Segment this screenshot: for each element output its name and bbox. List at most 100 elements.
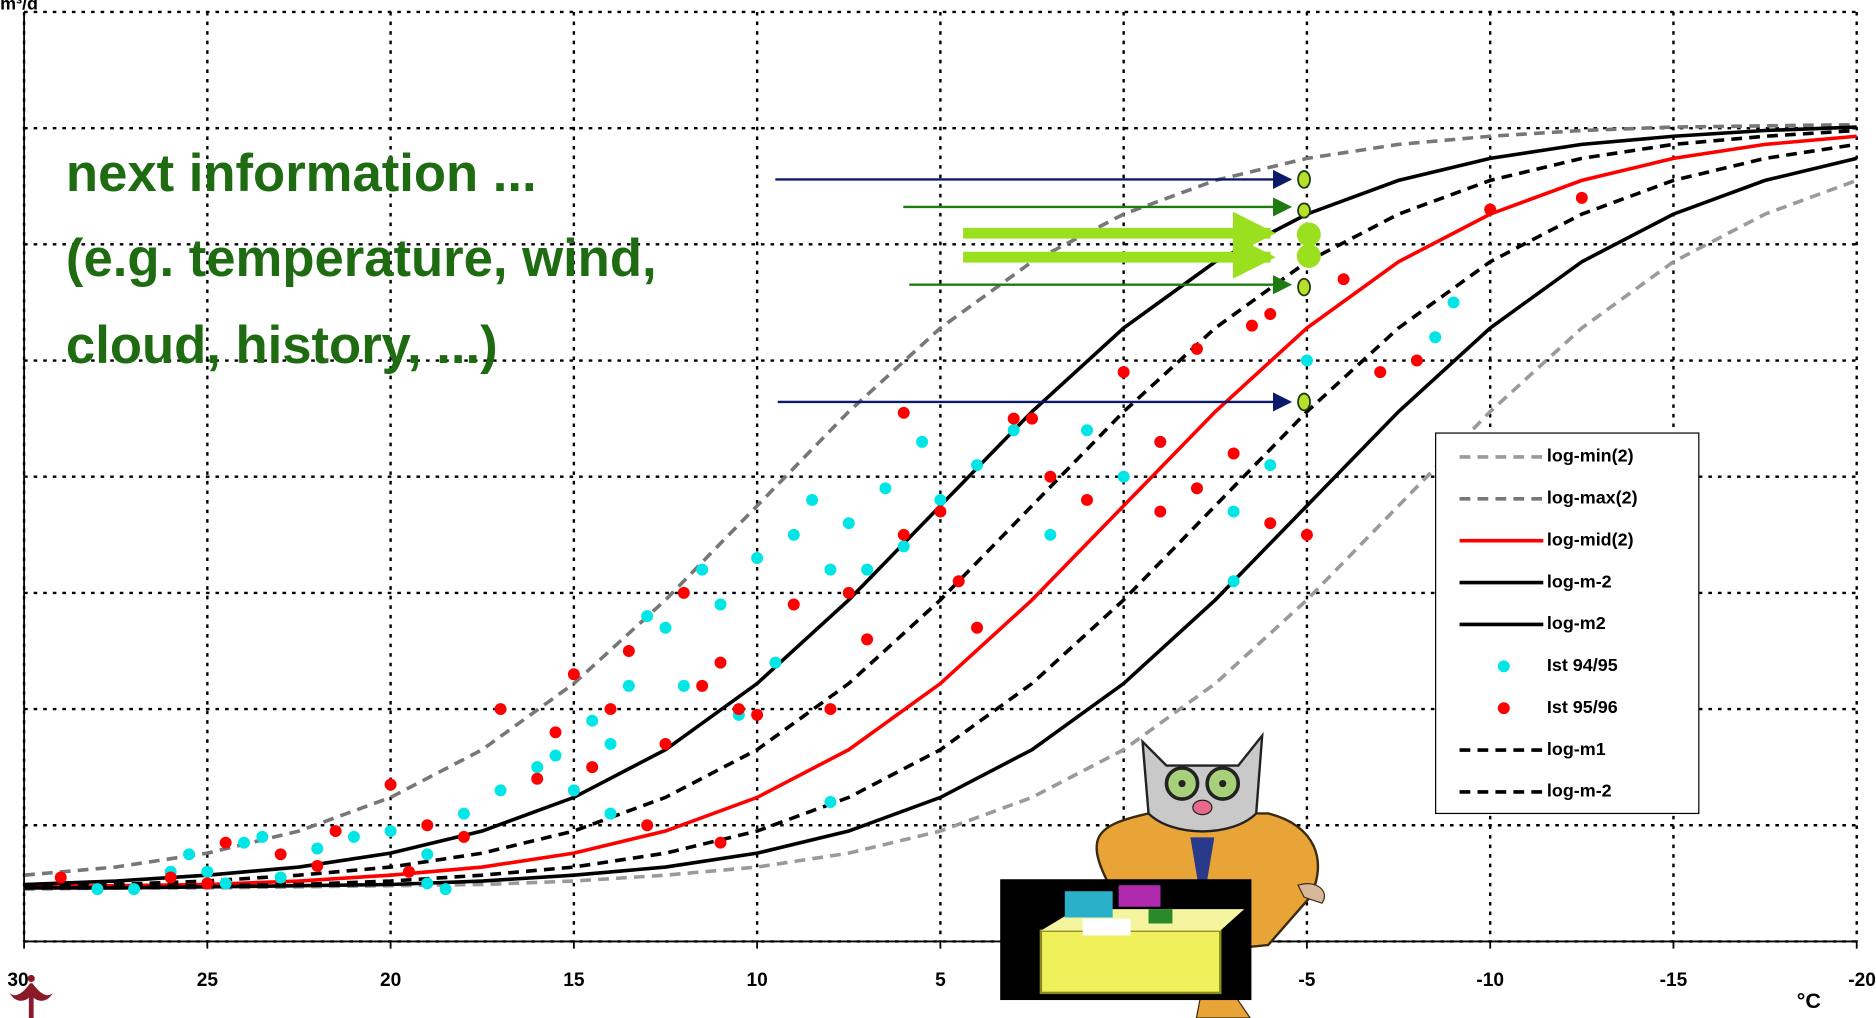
x-tick-label: 10 xyxy=(746,970,767,991)
data-point xyxy=(567,668,580,681)
arrows xyxy=(775,169,1321,412)
data-point xyxy=(897,540,910,553)
annotation-line: (e.g. temperature, wind, xyxy=(66,229,657,288)
data-point xyxy=(916,435,929,448)
data-point xyxy=(1484,203,1497,216)
data-point xyxy=(164,871,177,884)
data-point xyxy=(861,563,874,576)
annotation-line: cloud, history, ...) xyxy=(66,316,498,375)
legend-label: log-max(2) xyxy=(1547,488,1638,508)
data-point xyxy=(457,807,470,820)
legend-label: log-min(2) xyxy=(1547,446,1634,466)
data-point xyxy=(347,830,360,843)
data-point xyxy=(421,848,434,861)
data-point xyxy=(659,621,672,634)
legend-label: log-m-2 xyxy=(1547,781,1612,801)
data-point xyxy=(971,459,984,472)
data-point xyxy=(1410,354,1423,367)
data-point xyxy=(1575,191,1588,204)
data-point xyxy=(384,778,397,791)
x-tick-label: 20 xyxy=(380,970,401,991)
x-axis-label: °C xyxy=(1797,989,1821,1013)
data-point xyxy=(531,772,544,785)
data-point xyxy=(879,482,892,495)
data-point xyxy=(549,749,562,762)
data-point xyxy=(934,505,947,518)
data-point xyxy=(1374,366,1387,379)
data-point xyxy=(311,859,324,872)
data-point xyxy=(1007,424,1020,437)
annotation-line: next information ... xyxy=(66,144,537,203)
data-point xyxy=(641,610,654,623)
data-point xyxy=(1245,319,1258,332)
data-point xyxy=(1190,482,1203,495)
data-point xyxy=(274,871,287,884)
data-point xyxy=(586,714,599,727)
legend-label: Ist 95/96 xyxy=(1547,697,1618,717)
data-point xyxy=(329,825,342,838)
data-point xyxy=(1227,575,1240,588)
data-point xyxy=(897,406,910,419)
data-point xyxy=(622,644,635,657)
legend-swatch xyxy=(1497,660,1510,673)
data-point xyxy=(1154,505,1167,518)
curve xyxy=(24,156,1858,890)
x-tick-label: 25 xyxy=(197,970,219,991)
data-point xyxy=(1227,505,1240,518)
data-point xyxy=(1026,412,1039,425)
legend-swatch xyxy=(1497,702,1510,715)
data-point xyxy=(91,883,104,896)
x-tick-label: 30 xyxy=(7,970,28,991)
curve xyxy=(24,134,1857,889)
data-point xyxy=(567,784,580,797)
data-point xyxy=(1300,528,1313,541)
data-point xyxy=(531,761,544,774)
marker-dot xyxy=(1297,392,1311,412)
data-point xyxy=(457,830,470,843)
data-point xyxy=(1007,412,1020,425)
data-point xyxy=(1227,447,1240,460)
data-point xyxy=(549,726,562,739)
data-point xyxy=(256,830,269,843)
data-point xyxy=(1264,308,1277,321)
data-point xyxy=(1300,354,1313,367)
data-point xyxy=(714,656,727,669)
data-point xyxy=(238,836,250,849)
data-point xyxy=(604,737,617,750)
curve xyxy=(24,142,1857,890)
legend-label: log-m2 xyxy=(1547,613,1606,633)
data-point xyxy=(952,575,965,588)
data-point xyxy=(201,865,214,878)
annotation: next information ... (e.g. temperature, … xyxy=(66,144,657,375)
data-point xyxy=(1190,342,1203,355)
logo xyxy=(9,974,53,1018)
data-point xyxy=(787,598,800,611)
axes: 302520151050-5-10-15-20 xyxy=(7,11,1876,991)
data-point xyxy=(54,871,67,884)
data-point xyxy=(494,703,507,716)
data-point xyxy=(1044,470,1057,483)
data-point xyxy=(128,883,141,896)
data-point xyxy=(1264,517,1277,530)
data-point xyxy=(751,552,764,565)
data-point xyxy=(842,517,855,530)
curve xyxy=(24,128,1857,888)
data-point xyxy=(641,819,654,832)
data-point xyxy=(659,737,672,750)
data-point xyxy=(824,563,837,576)
data-point xyxy=(677,586,690,599)
data-point xyxy=(732,703,745,716)
marker-dot xyxy=(1297,202,1311,219)
data-point xyxy=(1081,424,1093,437)
data-point xyxy=(1044,528,1057,541)
legend-label: log-mid(2) xyxy=(1547,529,1634,549)
data-point xyxy=(494,784,507,797)
marker-dot xyxy=(1297,170,1311,189)
curve xyxy=(23,122,1857,877)
marker-dot xyxy=(1296,222,1321,247)
data-point xyxy=(971,621,984,634)
data-point xyxy=(1447,296,1460,309)
data-point xyxy=(696,563,709,576)
